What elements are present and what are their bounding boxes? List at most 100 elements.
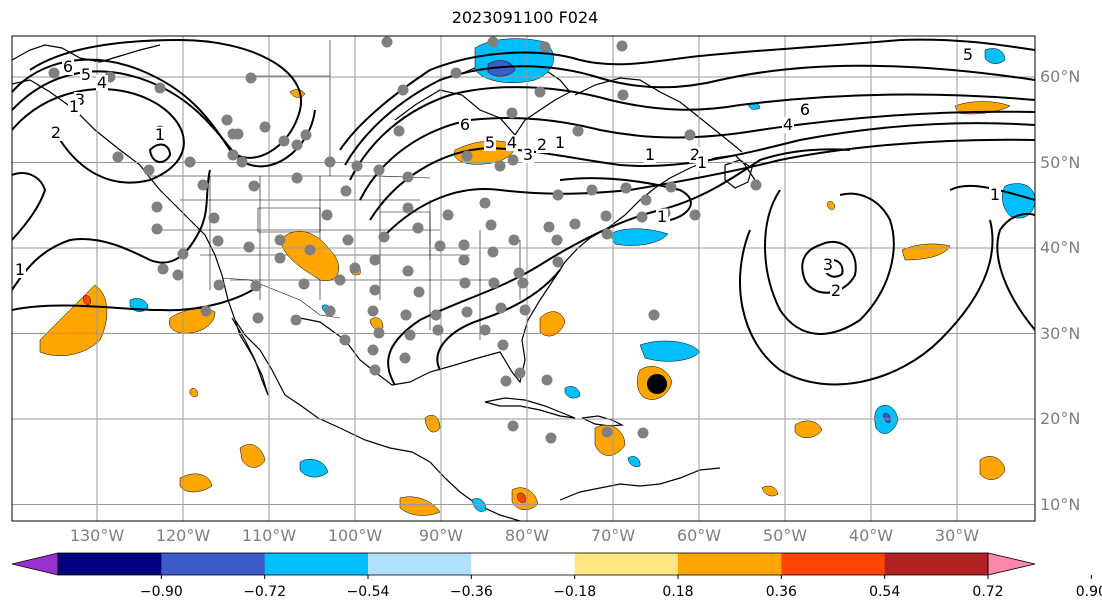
station-dot bbox=[552, 256, 564, 268]
contour-line bbox=[12, 284, 261, 312]
station-dot bbox=[430, 309, 442, 321]
station-dot bbox=[112, 151, 124, 163]
contour-label-background bbox=[989, 187, 1001, 203]
contour-label: 1 bbox=[15, 260, 25, 279]
fill-positive bbox=[794, 420, 823, 438]
contour-line bbox=[764, 189, 895, 335]
station-dot bbox=[617, 89, 629, 101]
contour-label: 5 bbox=[963, 45, 973, 64]
colorbar-segment bbox=[574, 553, 679, 575]
contour-label: 1 bbox=[645, 145, 655, 164]
station-dot bbox=[232, 128, 244, 140]
fill-positive bbox=[979, 456, 1006, 480]
contour-label-layer: 654321654321642151321111 bbox=[14, 45, 1001, 300]
contour-label-background bbox=[68, 99, 80, 115]
longitude-label: 90°W bbox=[418, 526, 464, 545]
contour-line bbox=[739, 219, 994, 386]
contour-label-background bbox=[62, 59, 74, 75]
fill-positive bbox=[827, 201, 835, 210]
contour-line bbox=[12, 172, 47, 241]
contour-line bbox=[344, 64, 1035, 166]
station-dot bbox=[342, 234, 354, 246]
fill-negative bbox=[984, 48, 1006, 64]
station-dot bbox=[487, 246, 499, 258]
contour-label: 4 bbox=[507, 133, 517, 152]
contour-label: 6 bbox=[63, 57, 73, 76]
station-dot bbox=[349, 262, 361, 274]
contour-label: 6 bbox=[460, 115, 470, 134]
station-dot bbox=[402, 171, 414, 183]
plot-title: 2023091100 F024 bbox=[451, 8, 599, 27]
station-dot bbox=[572, 125, 584, 137]
fill-positive bbox=[239, 444, 266, 468]
coastline-newfoundland bbox=[724, 159, 753, 189]
contour-label-background bbox=[656, 209, 668, 225]
contour-label: 2 bbox=[51, 123, 61, 142]
station-dot bbox=[494, 160, 506, 172]
contour-label-background bbox=[696, 155, 708, 171]
station-dot bbox=[684, 129, 696, 141]
contour-label: 5 bbox=[81, 65, 91, 84]
station-dot bbox=[243, 241, 255, 253]
fill-positive bbox=[189, 388, 198, 397]
contour-label-background bbox=[822, 257, 834, 273]
station-dot bbox=[236, 156, 248, 168]
station-dot bbox=[212, 235, 224, 247]
station-dot bbox=[400, 309, 412, 321]
contour-label: 2 bbox=[537, 135, 547, 154]
latitude-label: 30°N bbox=[1040, 323, 1081, 343]
station-dot bbox=[367, 344, 379, 356]
station-dot bbox=[369, 254, 381, 266]
contour-label: 2 bbox=[690, 145, 700, 164]
station-dot bbox=[508, 234, 520, 246]
latitude-label: 50°N bbox=[1040, 152, 1081, 172]
station-dot bbox=[507, 420, 519, 432]
station-dot bbox=[750, 179, 762, 191]
longitude-label: 130°W bbox=[69, 526, 125, 545]
coastline-baja bbox=[231, 317, 269, 396]
contour-label-background bbox=[962, 47, 974, 63]
anomaly-fill-regions bbox=[39, 38, 1035, 516]
station-dot bbox=[48, 67, 60, 79]
contour-label-background bbox=[799, 102, 811, 118]
contour-line bbox=[436, 269, 561, 371]
station-dot bbox=[274, 252, 286, 264]
station-dot bbox=[640, 194, 652, 206]
fill-deep-negative bbox=[487, 60, 516, 77]
station-dot bbox=[252, 312, 264, 324]
station-dot bbox=[227, 149, 239, 161]
contour-label-background bbox=[522, 147, 534, 163]
contour-label-background bbox=[50, 125, 62, 141]
station-dot bbox=[402, 202, 414, 214]
contour-label: 1 bbox=[155, 125, 165, 144]
contour-label: 3 bbox=[823, 255, 833, 274]
fill-negative bbox=[627, 456, 641, 467]
contour-line bbox=[349, 86, 1035, 181]
fill-negative bbox=[1002, 183, 1035, 219]
station-dot bbox=[151, 223, 163, 235]
station-dot bbox=[459, 277, 471, 289]
colorbar-tick-label: 0.36 bbox=[765, 584, 797, 600]
station-dot bbox=[221, 114, 233, 126]
station-dot bbox=[351, 160, 363, 172]
station-dot bbox=[340, 185, 352, 197]
station-dot bbox=[184, 156, 196, 168]
colorbar-min-extend bbox=[11, 552, 59, 576]
fill-strong-positive bbox=[83, 295, 91, 305]
coastlines bbox=[12, 44, 756, 521]
station-dot bbox=[689, 209, 701, 221]
station-dot bbox=[291, 139, 303, 151]
colorbar-outline bbox=[57, 552, 989, 576]
station-dot bbox=[665, 181, 677, 193]
station-dot bbox=[500, 375, 512, 387]
station-dot bbox=[378, 231, 390, 243]
station-dot bbox=[519, 304, 531, 316]
longitude-label: 100°W bbox=[327, 526, 383, 545]
station-dot bbox=[298, 278, 310, 290]
colorbar-tick-label: −0.54 bbox=[346, 584, 390, 600]
coastline-gulf-east bbox=[299, 154, 756, 386]
station-dot bbox=[373, 327, 385, 339]
station-dot bbox=[601, 426, 613, 438]
contour-label: 1 bbox=[555, 133, 565, 152]
fill-positive bbox=[279, 231, 339, 282]
